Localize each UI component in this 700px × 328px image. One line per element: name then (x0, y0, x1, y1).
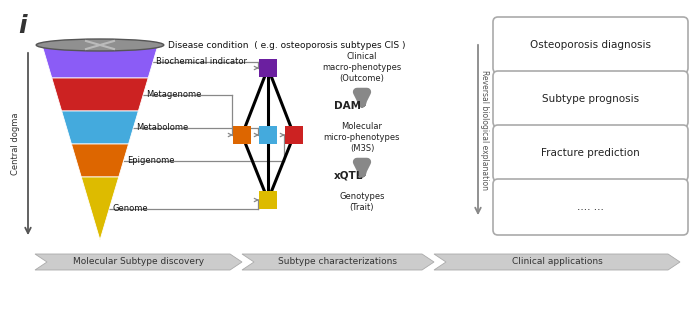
Text: Metagenome: Metagenome (146, 90, 202, 99)
Text: DAM: DAM (334, 101, 361, 111)
Text: Metabolome: Metabolome (136, 123, 189, 132)
Polygon shape (71, 144, 129, 177)
Text: i: i (18, 14, 27, 38)
Text: Reversal biological explanation: Reversal biological explanation (480, 70, 489, 190)
FancyBboxPatch shape (259, 191, 277, 209)
Text: Disease condition  ( e.g. osteoporosis subtypes CIS ): Disease condition ( e.g. osteoporosis su… (168, 40, 405, 50)
Text: Fracture prediction: Fracture prediction (541, 148, 640, 158)
Text: Subtype characterizations: Subtype characterizations (279, 257, 398, 266)
Text: Genotypes
(Trait): Genotypes (Trait) (340, 192, 385, 212)
Text: xQTL: xQTL (334, 171, 363, 181)
Text: Clinical
macro-phenotypes
(Outcome): Clinical macro-phenotypes (Outcome) (323, 52, 402, 83)
FancyBboxPatch shape (493, 179, 688, 235)
Text: .... ...: .... ... (577, 202, 604, 212)
Polygon shape (35, 254, 242, 270)
Polygon shape (52, 78, 148, 111)
Text: Molecular Subtype discovery: Molecular Subtype discovery (73, 257, 204, 266)
Ellipse shape (36, 39, 164, 51)
Text: Biochemical indicator: Biochemical indicator (156, 57, 247, 66)
Polygon shape (242, 254, 434, 270)
Text: Molecular
micro-phenotypes
(M3S): Molecular micro-phenotypes (M3S) (323, 122, 400, 153)
Text: Subtype prognosis: Subtype prognosis (542, 94, 639, 104)
Text: Genome: Genome (113, 204, 148, 213)
FancyBboxPatch shape (259, 59, 277, 77)
Text: Clinical applications: Clinical applications (512, 257, 603, 266)
Text: Central dogma: Central dogma (11, 113, 20, 175)
Polygon shape (42, 45, 158, 78)
Polygon shape (81, 177, 119, 240)
Polygon shape (62, 111, 139, 144)
FancyBboxPatch shape (233, 126, 251, 144)
FancyBboxPatch shape (493, 17, 688, 73)
Text: Epigenome: Epigenome (127, 156, 174, 165)
FancyBboxPatch shape (259, 126, 277, 144)
FancyBboxPatch shape (493, 71, 688, 127)
Text: Osteoporosis diagnosis: Osteoporosis diagnosis (530, 40, 651, 50)
FancyBboxPatch shape (493, 125, 688, 181)
Polygon shape (434, 254, 680, 270)
FancyBboxPatch shape (285, 126, 303, 144)
